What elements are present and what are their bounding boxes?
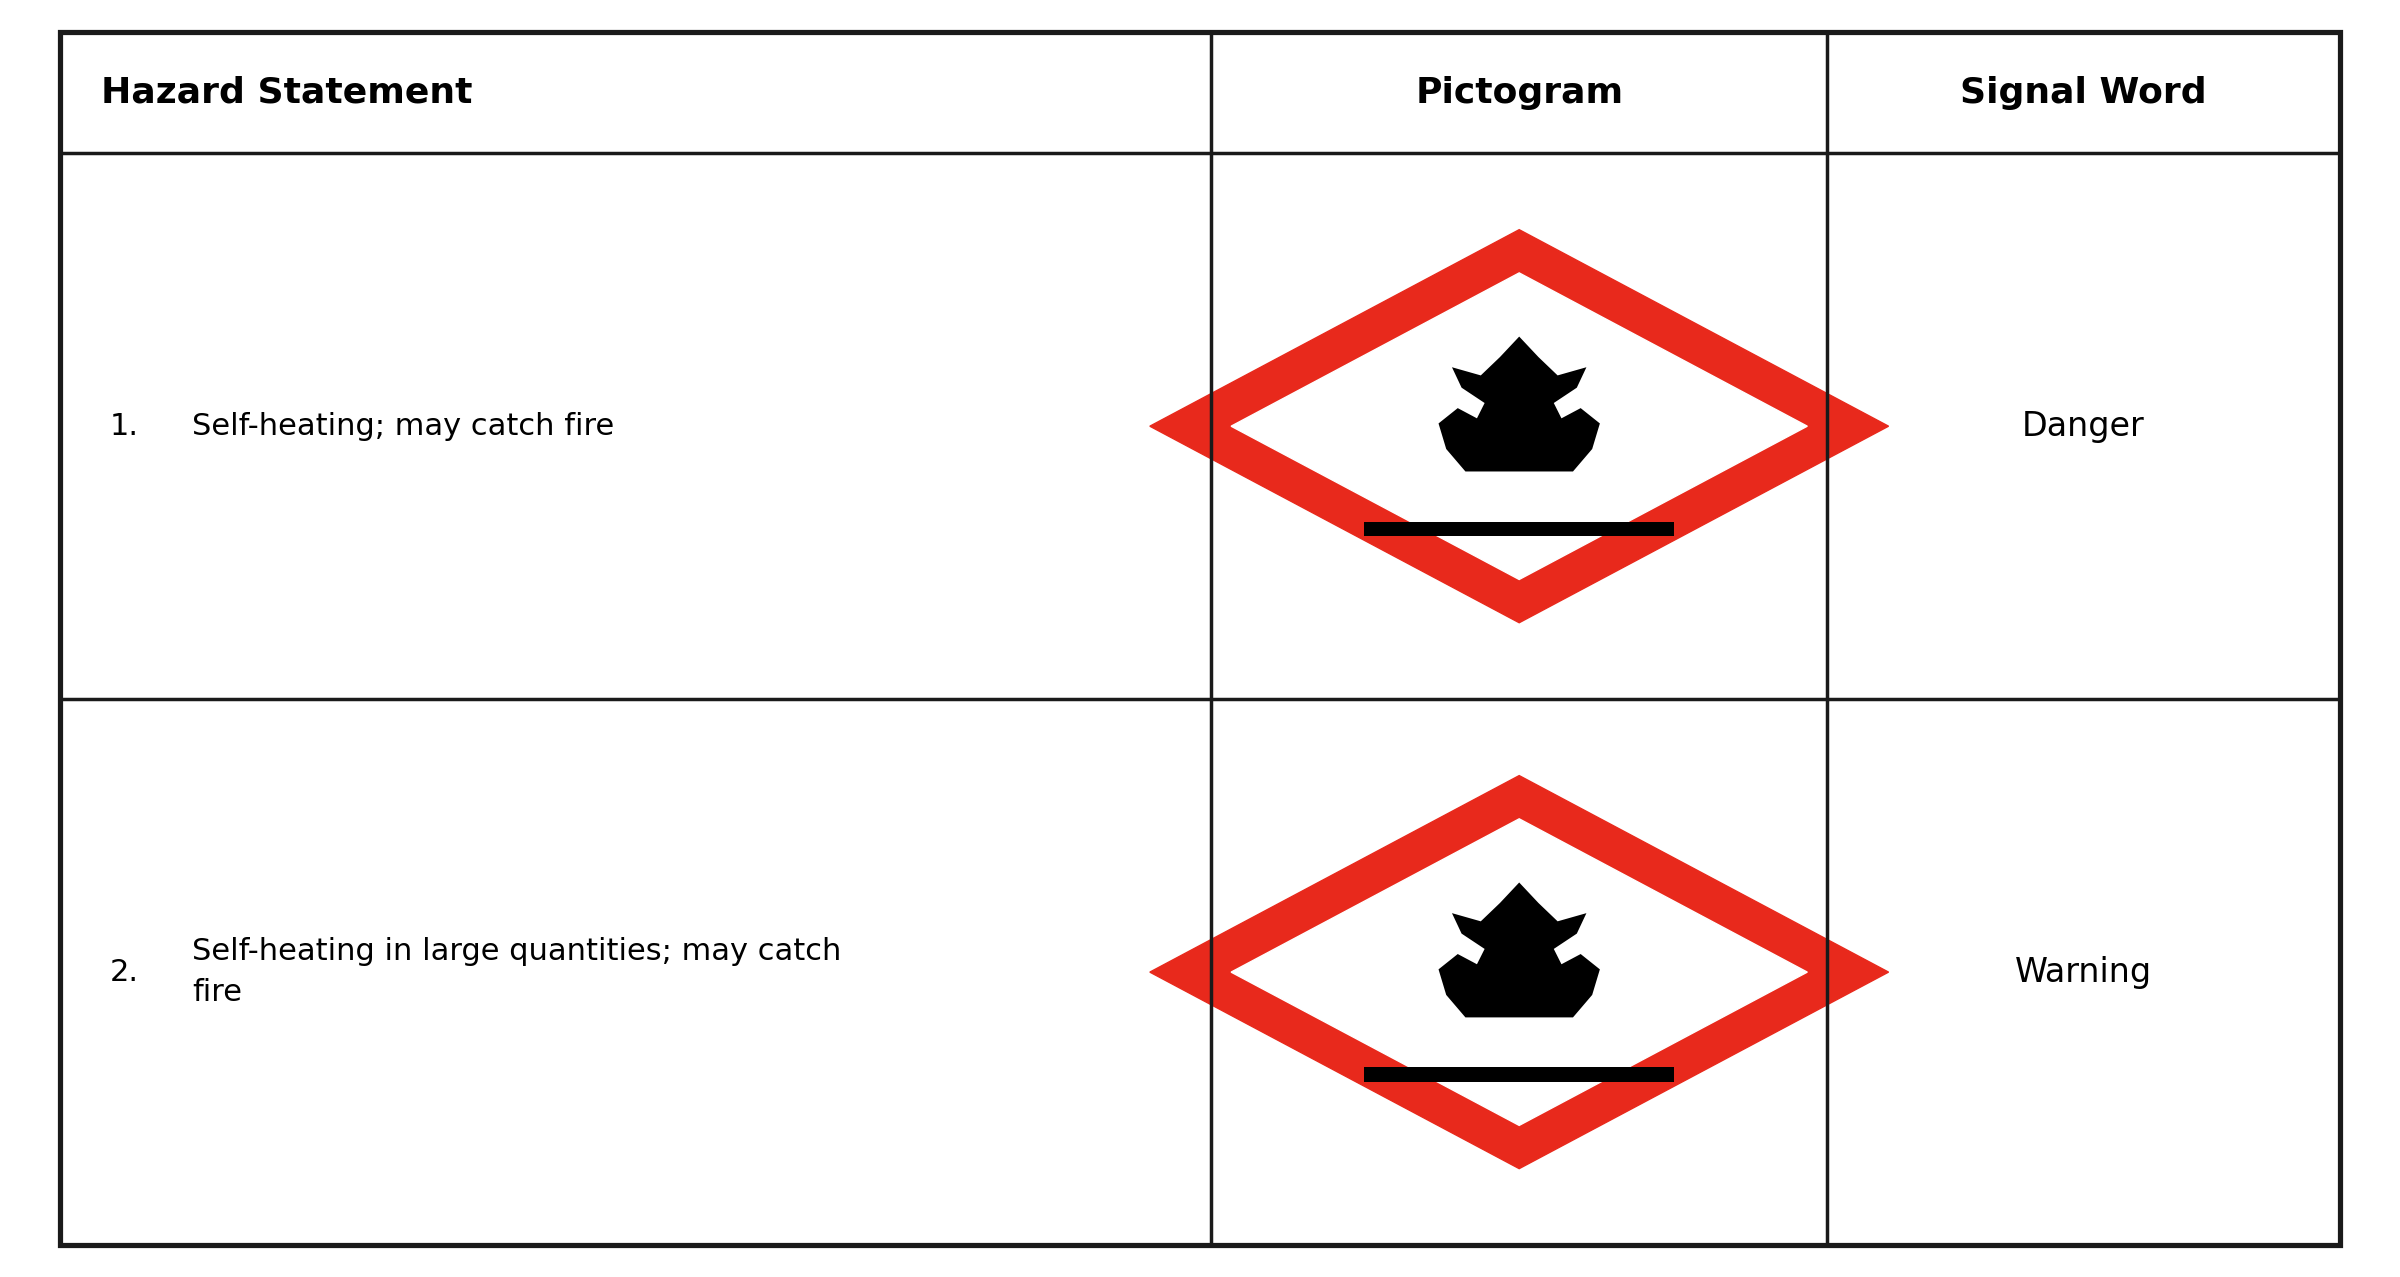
Text: Self-heating; may catch fire: Self-heating; may catch fire [192, 411, 614, 441]
Text: Self-heating in large quantities; may catch
fire: Self-heating in large quantities; may ca… [192, 937, 842, 1006]
Text: Warning: Warning [2016, 955, 2153, 988]
Text: 2.: 2. [110, 958, 139, 987]
Bar [1363, 521, 1675, 536]
Text: Danger: Danger [2023, 410, 2146, 443]
Polygon shape [1231, 273, 1807, 580]
Text: Hazard Statement: Hazard Statement [101, 75, 473, 110]
Text: Signal Word: Signal Word [1961, 75, 2208, 110]
Text: 1.: 1. [110, 411, 139, 441]
Text: Pictogram: Pictogram [1416, 75, 1622, 110]
Polygon shape [1438, 337, 1601, 471]
Polygon shape [1231, 819, 1807, 1125]
Polygon shape [1150, 775, 1889, 1168]
Bar [1363, 1068, 1675, 1082]
Polygon shape [1438, 882, 1601, 1018]
Polygon shape [1150, 230, 1889, 623]
